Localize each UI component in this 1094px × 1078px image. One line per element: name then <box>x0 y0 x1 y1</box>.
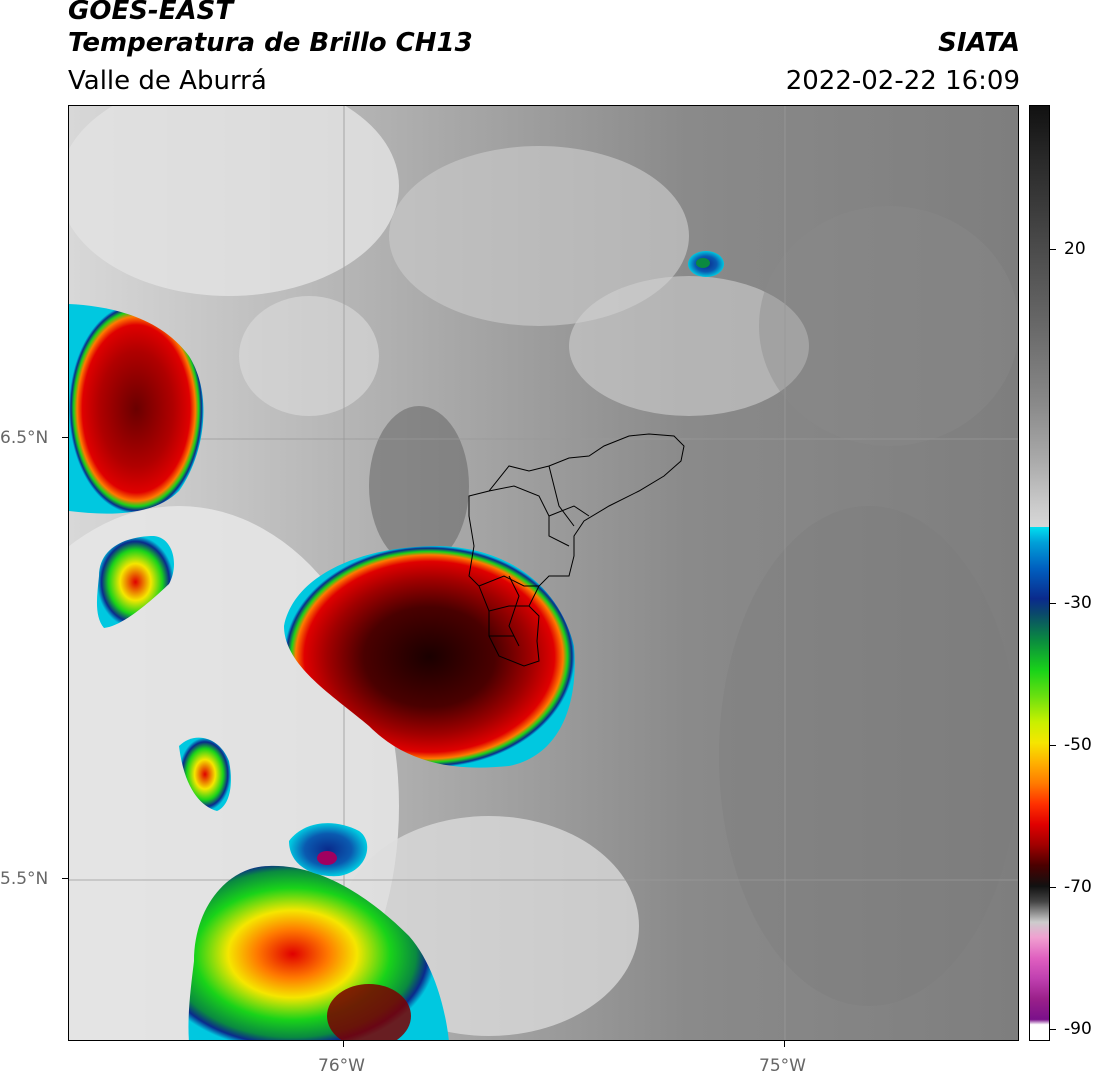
lon-label-75: 75°W <box>759 1056 806 1076</box>
storm-cell-strip <box>179 737 231 811</box>
colorbar-tick <box>1050 745 1056 746</box>
lon-tick <box>784 1041 785 1047</box>
lat-label-5-5: 5.5°N <box>0 869 49 889</box>
colorbar-label-minus90: -90 <box>1064 1019 1092 1039</box>
colorbar-cold-segment <box>1029 527 1050 1041</box>
storm-cell-main <box>284 546 575 768</box>
storm-cell-south-core <box>327 984 411 1040</box>
storm-cell-small-west <box>96 536 174 628</box>
lon-tick <box>343 1041 344 1047</box>
colorbar-tick <box>1050 1029 1056 1030</box>
organization-label: SIATA <box>938 28 1020 58</box>
lat-label-6-5: 6.5°N <box>0 428 49 448</box>
satellite-map[interactable] <box>68 105 1019 1041</box>
colorbar-tick <box>1050 249 1056 250</box>
colorbar-label-minus30: -30 <box>1064 593 1092 613</box>
colorbar-label-minus70: -70 <box>1064 877 1092 897</box>
municipal-boundaries <box>468 433 685 667</box>
lon-label-76: 76°W <box>318 1056 365 1076</box>
region-label: Valle de Aburrá <box>68 66 267 96</box>
map-title: GOES-EAST <box>68 0 234 26</box>
colorbar-tick <box>1050 603 1056 604</box>
lat-tick <box>62 878 68 879</box>
map-canvas <box>69 106 1018 1040</box>
timestamp-label: 2022-02-22 16:09 <box>785 66 1020 96</box>
colorbar-label-20: 20 <box>1064 239 1086 259</box>
storm-cell-spot <box>289 823 368 877</box>
storm-cell-west <box>69 304 204 514</box>
colorbar-label-minus50: -50 <box>1064 735 1092 755</box>
colorbar-tick <box>1050 887 1056 888</box>
lat-tick <box>62 437 68 438</box>
map-subtitle: Temperatura de Brillo CH13 <box>68 28 473 58</box>
